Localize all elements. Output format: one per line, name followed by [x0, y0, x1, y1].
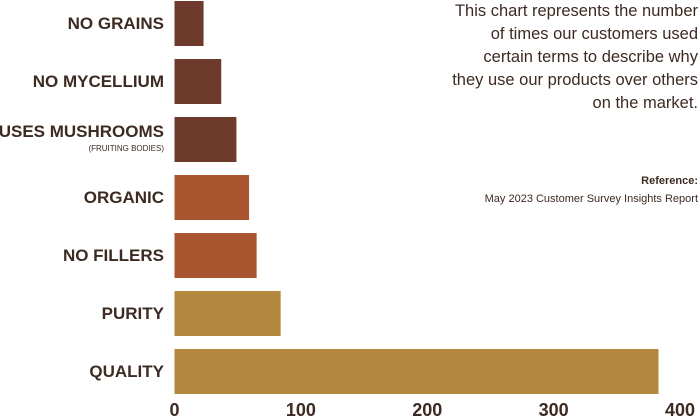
x-tick-label: 200 — [412, 400, 442, 418]
bar-no-mycellium — [174, 59, 222, 104]
bar-uses-mushrooms — [174, 117, 237, 162]
category-label: NO GRAINS — [68, 14, 164, 33]
x-tick-label: 300 — [539, 400, 569, 418]
category-label: ORGANIC — [84, 188, 164, 207]
x-tick-label: 0 — [169, 400, 179, 418]
bar-quality — [174, 349, 659, 394]
category-label: NO MYCELLIUM — [33, 72, 164, 91]
bar-no-fillers — [174, 233, 257, 278]
category-label: NO FILLERS — [63, 246, 164, 265]
bar-no-grains — [174, 1, 204, 46]
reference: Reference: May 2023 Customer Survey Insi… — [485, 172, 698, 208]
category-sublabel: (FRUITING BODIES) — [88, 144, 164, 153]
category-label: QUALITY — [89, 362, 164, 381]
category-label: USES MUSHROOMS — [0, 122, 164, 141]
category-label: PURITY — [102, 304, 165, 323]
reference-label: Reference: — [641, 175, 698, 187]
reference-source: May 2023 Customer Survey Insights Report — [484, 193, 698, 205]
chart-description: This chart represents the number of time… — [452, 2, 698, 112]
x-tick-label: 100 — [286, 400, 316, 418]
bar-purity — [174, 291, 281, 336]
bar-organic — [174, 175, 250, 220]
x-tick-label: 400 — [665, 400, 695, 418]
